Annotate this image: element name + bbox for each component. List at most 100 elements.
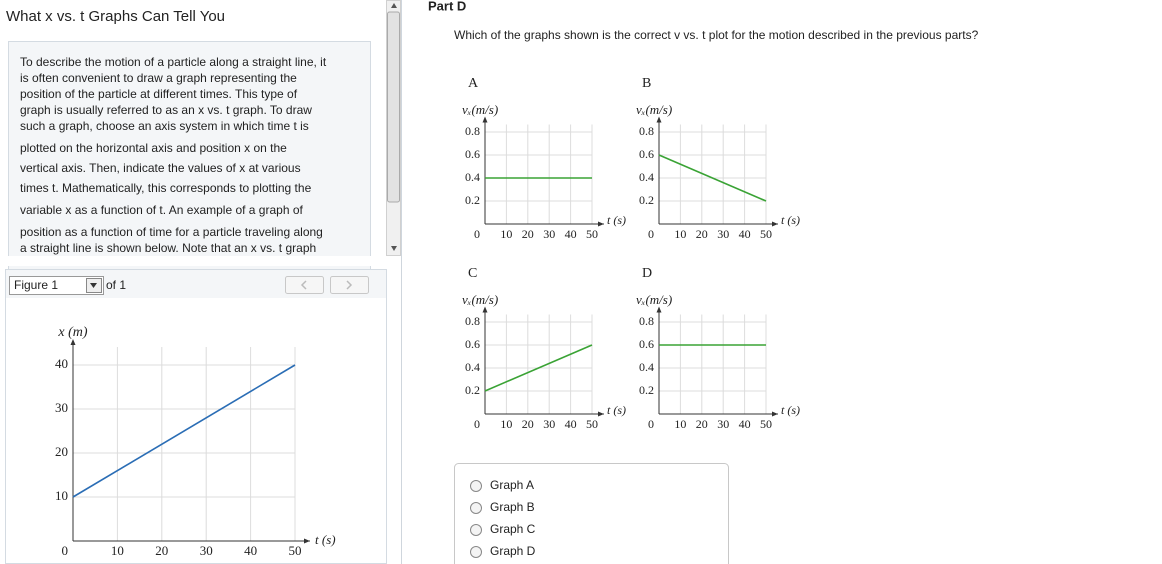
part-title: Part D: [428, 0, 466, 13]
option-label[interactable]: Graph C: [490, 522, 536, 536]
x-tick-label: 30: [717, 227, 729, 241]
option-label[interactable]: Graph D: [490, 544, 536, 558]
y-axis-label: vₓ(m/s): [462, 292, 498, 307]
x-axis-label: t (s): [607, 403, 626, 417]
x-tick-label: 30: [717, 417, 729, 431]
x-tick-label: 10: [500, 227, 512, 241]
y-tick-label: 0.4: [465, 170, 480, 184]
x-tick-label: 0: [62, 543, 69, 558]
x-axis-label: t (s): [607, 213, 626, 227]
prev-button[interactable]: [285, 276, 324, 294]
y-tick-label: 0.6: [465, 147, 480, 161]
x-tick-label: 10: [500, 417, 512, 431]
y-tick-label: 10: [55, 488, 68, 503]
x-tick-label: 30: [200, 543, 213, 558]
y-tick-label: 0.6: [639, 337, 654, 351]
option-label[interactable]: Graph B: [490, 500, 535, 514]
paragraph-line: such a graph, choose an axis system in w…: [20, 119, 309, 133]
x-tick-label: 40: [244, 543, 257, 558]
y-tick-label: 0.2: [465, 193, 480, 207]
x-tick-label: 40: [739, 227, 751, 241]
option-label[interactable]: Graph A: [490, 478, 534, 492]
paragraph-line: times t. Mathematically, this correspond…: [20, 181, 312, 195]
x-tick-label: 40: [565, 227, 577, 241]
paragraph-line: position as a function of time for a par…: [20, 225, 323, 239]
x-tick-label: 0: [474, 227, 480, 241]
figure-count: of 1: [106, 278, 126, 292]
axis-arrow: [304, 538, 310, 544]
y-tick-label: 0.4: [639, 170, 654, 184]
figure-select-label: Figure 1: [14, 278, 58, 292]
y-tick-label: 0.6: [465, 337, 480, 351]
radio-button[interactable]: [470, 502, 482, 514]
y-axis-label: vₓ(m/s): [462, 102, 498, 117]
x-tick-label: 30: [543, 417, 555, 431]
axis-arrow: [656, 116, 662, 123]
figure-select[interactable]: [9, 276, 104, 295]
text-clip: [0, 256, 386, 266]
scroll-down[interactable]: [391, 246, 397, 251]
next-button[interactable]: [330, 276, 369, 294]
axis-arrow: [598, 411, 604, 417]
x-tick-label: 30: [543, 227, 555, 241]
x-tick-label: 40: [565, 417, 577, 431]
data-line: [658, 154, 767, 202]
x-axis-label: t (s): [781, 403, 800, 417]
text-box: [8, 41, 371, 272]
axis-arrow: [772, 411, 778, 417]
axis-arrow: [772, 221, 778, 227]
x-tick-label: 0: [474, 417, 480, 431]
x-tick-label: 0: [648, 417, 654, 431]
x-tick-label: 20: [696, 227, 708, 241]
y-axis-label: vₓ(m/s): [636, 292, 672, 307]
x-tick-label: 50: [760, 227, 772, 241]
panel-title: What x vs. t Graphs Can Tell You: [6, 8, 225, 25]
y-tick-label: 0.4: [639, 360, 654, 374]
x-tick-label: 10: [111, 543, 124, 558]
radio-button[interactable]: [470, 546, 482, 558]
scroll-up[interactable]: [391, 3, 397, 8]
y-tick-label: 0.8: [465, 124, 480, 138]
radio-button[interactable]: [470, 480, 482, 492]
figure-panel: [5, 269, 387, 564]
y-axis-label: x (m): [57, 325, 87, 340]
radio-button[interactable]: [470, 524, 482, 536]
x-tick-label: 20: [522, 227, 534, 241]
paragraph-line: graph is usually referred to as an x vs.…: [20, 103, 312, 117]
x-tick-label: 20: [522, 417, 534, 431]
y-tick-label: 0.2: [639, 193, 654, 207]
paragraph-line: vertical axis. Then, indicate the values…: [20, 161, 301, 175]
paragraph-line: a straight line is shown below. Note tha…: [20, 241, 316, 255]
x-tick-label: 50: [760, 417, 772, 431]
x-tick-label: 0: [648, 227, 654, 241]
y-tick-label: 0.6: [639, 147, 654, 161]
y-tick-label: 0.4: [465, 360, 480, 374]
axis-arrow: [482, 116, 488, 123]
data-line: [484, 344, 593, 392]
chart-title: A: [468, 76, 479, 91]
x-tick-label: 10: [674, 227, 686, 241]
charts: 0 10 20 30 40 50 10 20 30 40 x (m) t (s) 0 10 20 30 40 50…: [55, 76, 800, 558]
x-axis-label: t (s): [781, 213, 800, 227]
options: Graph A Graph B Graph C Graph D: [470, 478, 536, 558]
axis-arrow: [482, 306, 488, 313]
next-icon: [346, 280, 353, 290]
scrollbar-thumb[interactable]: [387, 11, 400, 203]
paragraph-line: position of the particle at different ti…: [20, 87, 298, 101]
x-tick-label: 40: [739, 417, 751, 431]
axis-arrow: [70, 339, 76, 345]
y-tick-label: 0.2: [639, 383, 654, 397]
y-tick-label: 20: [55, 444, 68, 459]
x-tick-label: 10: [674, 417, 686, 431]
paragraph-line: is often convenient to draw a graph repr…: [20, 71, 297, 85]
y-tick-label: 30: [55, 400, 68, 415]
y-axis-label: vₓ(m/s): [636, 102, 672, 117]
paragraph-line: To describe the motion of a particle alo…: [20, 55, 327, 69]
y-tick-label: 40: [55, 356, 68, 371]
x-tick-label: 50: [586, 227, 598, 241]
data-line: [72, 364, 296, 498]
axis-arrow: [598, 221, 604, 227]
y-tick-label: 0.8: [465, 314, 480, 328]
